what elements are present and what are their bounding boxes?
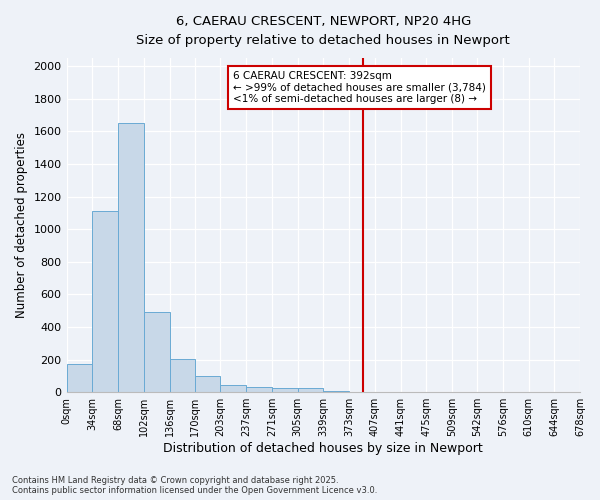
Y-axis label: Number of detached properties: Number of detached properties bbox=[15, 132, 28, 318]
Bar bbox=[67, 364, 92, 392]
Bar bbox=[170, 359, 195, 392]
Bar bbox=[144, 312, 170, 392]
Bar bbox=[195, 376, 220, 392]
X-axis label: Distribution of detached houses by size in Newport: Distribution of detached houses by size … bbox=[163, 442, 483, 455]
Text: Contains HM Land Registry data © Crown copyright and database right 2025.
Contai: Contains HM Land Registry data © Crown c… bbox=[12, 476, 377, 495]
Bar bbox=[220, 385, 246, 392]
Text: 6 CAERAU CRESCENT: 392sqm
← >99% of detached houses are smaller (3,784)
<1% of s: 6 CAERAU CRESCENT: 392sqm ← >99% of deta… bbox=[233, 71, 486, 104]
Bar bbox=[298, 388, 323, 392]
Title: 6, CAERAU CRESCENT, NEWPORT, NP20 4HG
Size of property relative to detached hous: 6, CAERAU CRESCENT, NEWPORT, NP20 4HG Si… bbox=[136, 15, 510, 47]
Bar bbox=[246, 386, 272, 392]
Bar bbox=[92, 211, 118, 392]
Bar bbox=[118, 123, 144, 392]
Bar bbox=[272, 388, 298, 392]
